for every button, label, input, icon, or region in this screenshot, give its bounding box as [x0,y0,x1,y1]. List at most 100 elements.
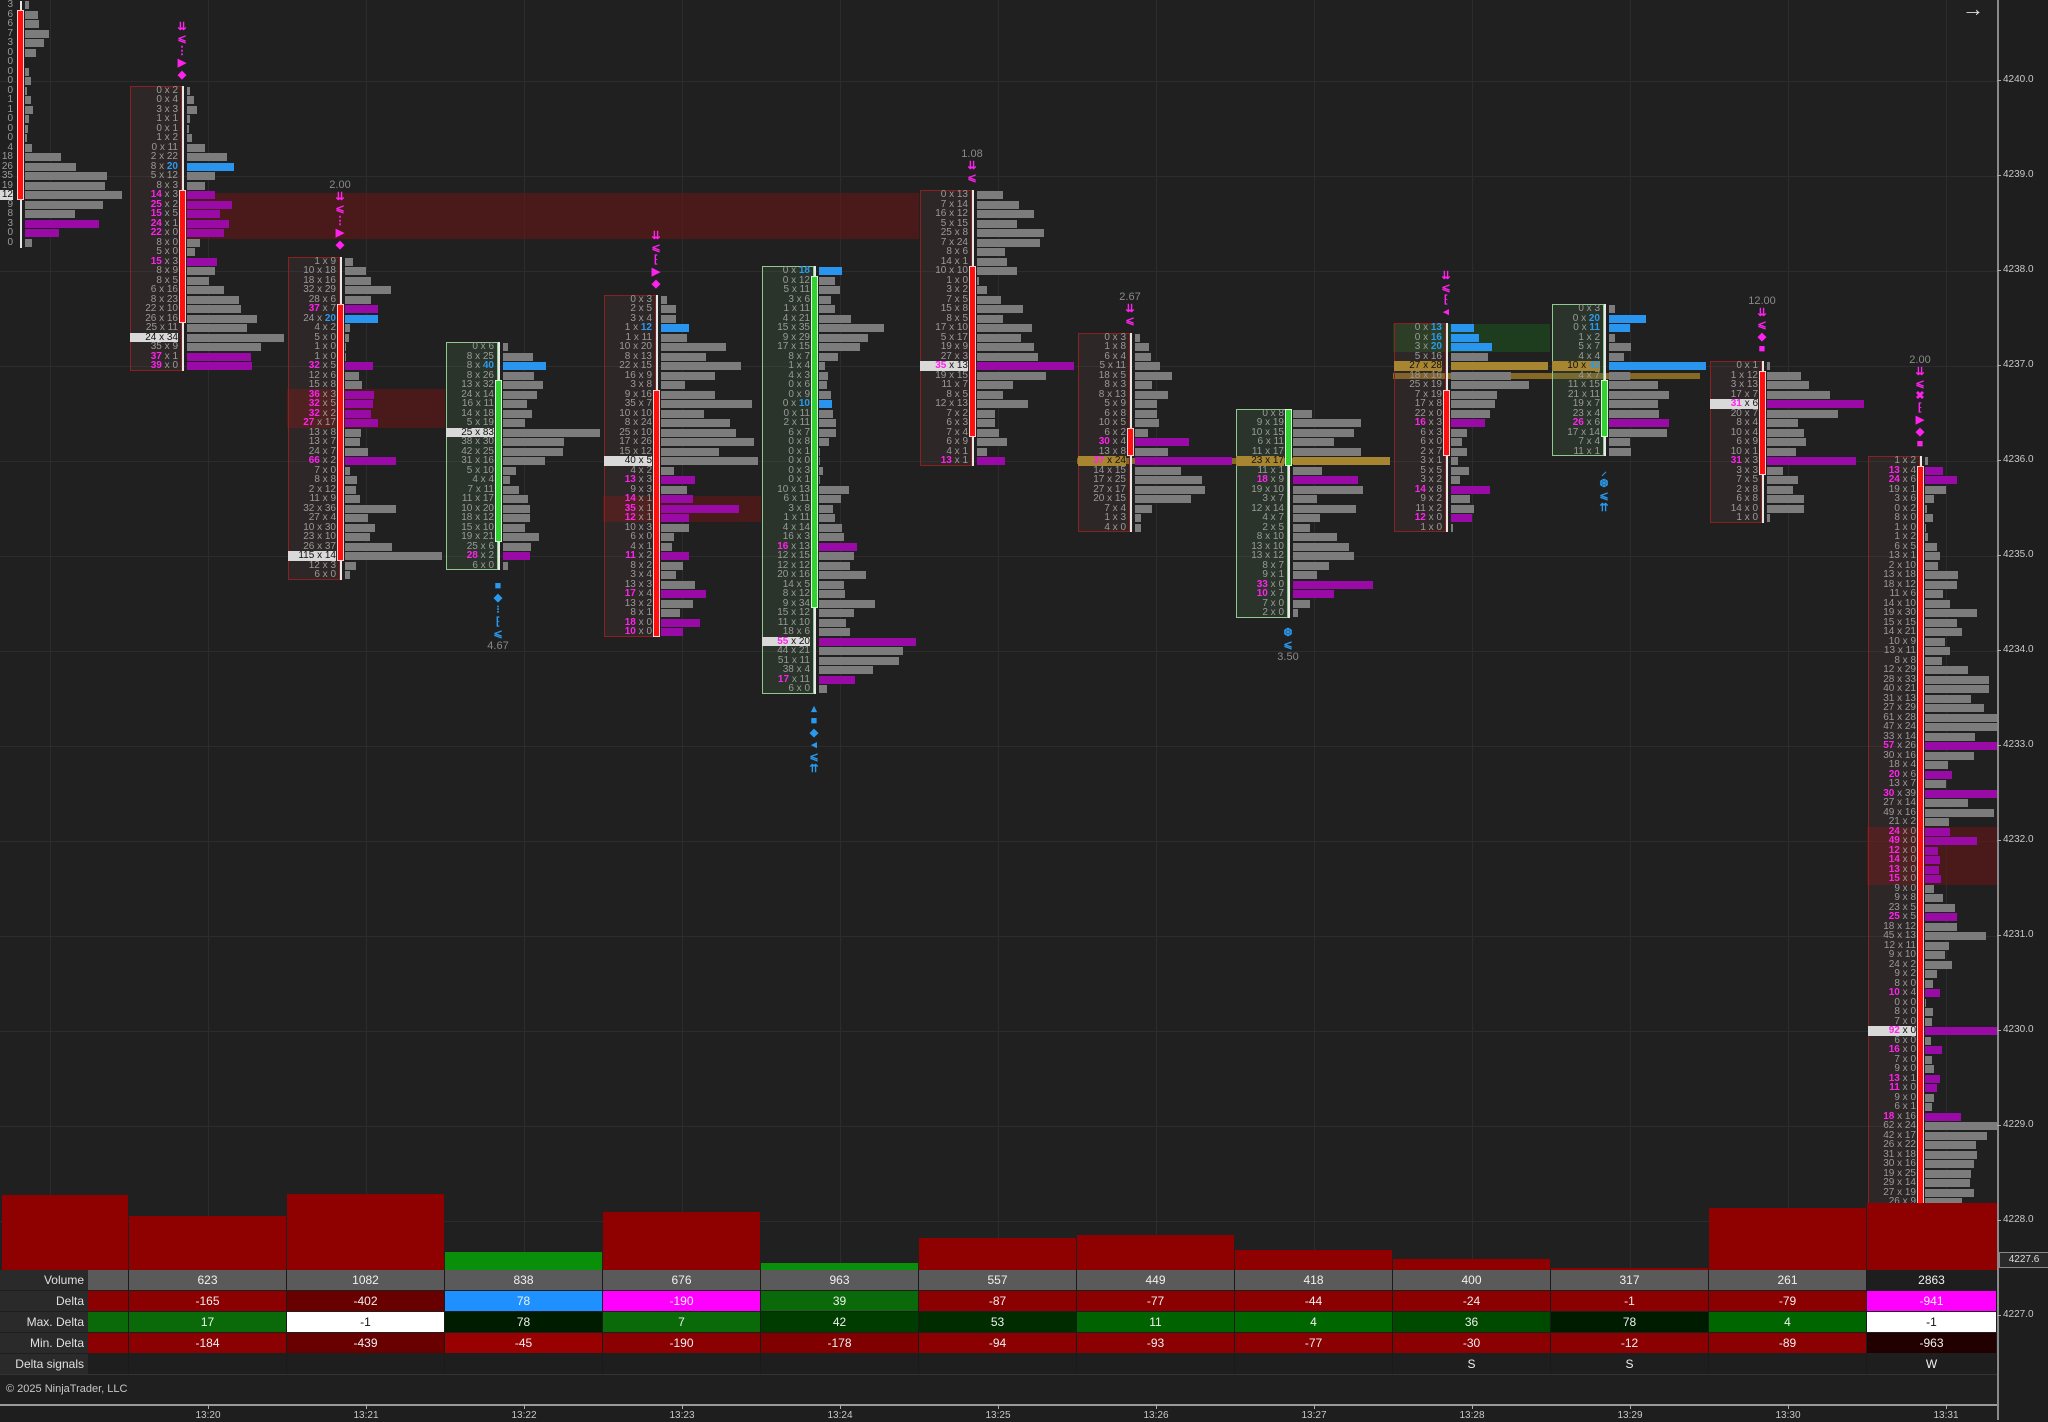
volume-profile-bar [1451,390,1497,399]
volume-profile-bar [503,419,525,427]
footprint-cell: 17 x 25 [1078,475,1126,485]
footprint-cell: 27 x 17 [1078,484,1126,494]
separator: x [156,160,167,172]
separator: x [1899,512,1911,524]
bid-volume: 16 [624,369,636,381]
footprint-cell: 6 x 0 [604,532,652,542]
bid-volume: 6 [630,531,636,543]
footprint-cell: 16 x 12 [920,209,968,219]
volume-profile-bar [345,381,363,389]
bid-volume: 6 [783,493,790,505]
signal-glyph-icon: ⇊ [1125,302,1135,315]
ask-volume: 2 [330,407,336,419]
time-axis[interactable]: 13:20 13:21 13:22 13:23 13:24 13:25 13:26 13:27… [0,1404,1997,1422]
ask-volume: 16 [1904,1158,1916,1170]
ask-volume: 6 [804,379,810,391]
ask-volume: 6 [488,341,494,353]
bid-volume: 8 [156,265,162,277]
footprint-cell: 15 x 8 [920,304,968,314]
bid-volume: 1 [946,274,952,286]
separator: x [635,597,647,609]
volume-profile-bar [1135,352,1151,361]
footprint-cell: 0 x 0 [762,456,810,466]
ask-volume: 0 [1910,521,1916,533]
volume-profile-bar [503,362,547,370]
signal-glyph-icon: ⇊ [177,20,187,33]
separator: x [1425,493,1437,505]
footprint-cell: 4 x 7 [1552,370,1600,380]
bid-volume: 45 [1883,930,1895,942]
footprint-cell: 8 x 25 [446,350,494,362]
separator: x [788,265,799,277]
footprint-cell: 19 x 1 [1868,484,1916,494]
price-tick-label: 4234.0 [1997,644,2034,655]
signal-glyph-icon: ⩽ [651,241,661,254]
bid-volume: 0 [1894,996,1900,1008]
volume-profile-bar [1135,457,1232,465]
volume-profile-bar [1609,428,1667,437]
footprint-cell: 2 x 11 [762,418,810,428]
volume-profile-bar [661,305,677,313]
bid-volume: 35 [150,341,162,353]
separator: x [951,388,963,400]
separator: x [314,540,325,552]
ask-volume: 5 [1910,901,1916,913]
footprint-cell: 17 x 26 [604,437,652,447]
ask-volume: 16 [166,312,178,324]
volume-profile-bar [977,457,1006,465]
separator: x [161,274,173,286]
separator: x [314,284,325,296]
separator: x [1894,1120,1905,1132]
volume-profile-bar [25,162,76,171]
volume-profile-bar [1451,466,1469,475]
separator: x [472,417,483,429]
footprint-cell: 8 x 0 [1868,1007,1916,1017]
volume-profile-bar [345,457,397,465]
arrow-right-icon[interactable]: → [1962,0,1984,21]
separator: x [1899,1101,1911,1113]
volume-profile-bar [25,210,75,218]
volume-profile-bar [1767,495,1804,503]
volume-profile-bar [661,590,707,598]
bid-volume: 4 [630,464,636,476]
ask-volume: 4 [1910,464,1916,476]
copyright-text: © 2025 NinjaTrader, LLC [6,1383,128,1395]
volume-profile-bar [503,428,600,437]
volume-profile-bar [503,514,530,522]
time-tick-label: 13:27 [1294,1405,1334,1421]
bid-volume: 28 [308,293,320,305]
separator: x [161,350,173,362]
ask-volume: 6 [1752,398,1758,410]
footprint-cell: 9 x 29 [762,332,810,342]
footprint-cell: 12 x 12 [762,560,810,570]
ask-volume: 12 [798,607,810,619]
footprint-cell: 10 x 15 [1236,427,1284,437]
ask-volume: 19 [1430,379,1442,391]
price-axis[interactable]: 4240.0 4239.0 4238.0 4237.0 4236.0 4235.0 4234… [1997,0,2048,1420]
horizontal-gridline [0,1031,1997,1032]
bid-volume: 33 [1883,730,1895,742]
bid-volume: 17 [935,322,947,334]
volume-profile-bar [1925,903,1955,912]
ask-volume: 14 [956,198,968,210]
ask-volume: 0 [172,236,178,248]
separator: x [1894,787,1905,799]
bid-volume: 13 [624,474,636,486]
bid-volume: 0 [156,84,162,96]
volume-profile-bar [819,390,831,399]
separator: x [477,474,489,486]
ask-volume: 5 [172,274,178,286]
bid-volume: 25 [619,426,631,438]
footprint-cell: 6 x 0 [762,684,810,694]
separator: x [1899,521,1911,533]
bid-volume: 13 [1883,569,1895,581]
bid-volume: 0 [156,94,162,106]
separator: x [472,493,483,505]
ask-volume: 3 [646,483,652,495]
bid-volume: 28 [466,550,478,562]
bid-volume: 27 [1409,360,1421,372]
footprint-cell: 12 x 29 [1868,665,1916,675]
separator: x [472,350,483,362]
bid-volume: 11 [309,493,320,505]
